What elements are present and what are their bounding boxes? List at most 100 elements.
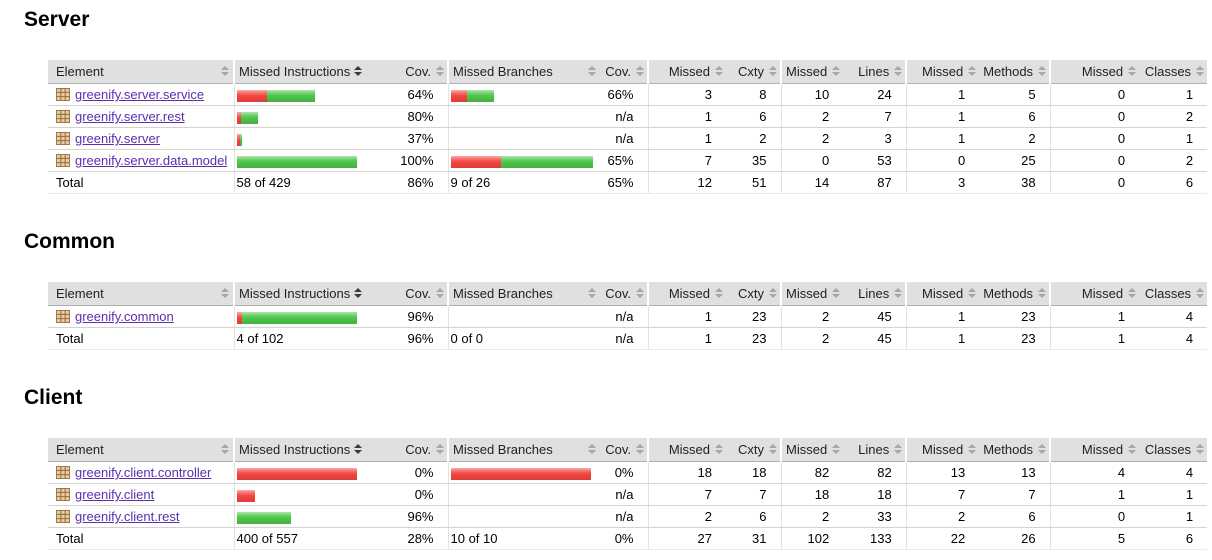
package-link[interactable]: greenify.server.data.model (75, 153, 228, 168)
column-header-missed-classes[interactable]: Missed (1049, 60, 1140, 84)
classes-cell: 4 (1139, 461, 1208, 484)
package-link[interactable]: greenify.server.service (75, 87, 205, 102)
total-missed-classes: 5 (1049, 527, 1140, 550)
missed-methods-cell: 1 (905, 305, 980, 328)
column-header-missed-classes[interactable]: Missed (1049, 282, 1140, 306)
lines-cell: 24 (843, 83, 907, 106)
package-link[interactable]: greenify.client.rest (75, 509, 180, 524)
lines-cell: 82 (843, 461, 907, 484)
total-row: Total 58 of 429 86% 9 of 26 65% 12 51 14… (48, 171, 1208, 194)
branches-bar-cell (447, 83, 600, 106)
column-label: Cov. (405, 441, 431, 457)
column-header-lines[interactable]: Lines (843, 282, 907, 306)
column-header-missed-methods[interactable]: Missed (905, 60, 980, 84)
instructions-bar-cell (233, 483, 366, 506)
missed-classes-cell: 0 (1049, 83, 1140, 106)
sort-icon (894, 66, 903, 76)
column-header-cov-branches[interactable]: Cov. (600, 282, 648, 306)
column-header-methods[interactable]: Methods (979, 438, 1051, 462)
column-label: Missed Instructions (239, 441, 351, 457)
column-header-cxty[interactable]: Cxty (726, 438, 781, 462)
column-header-cov-instructions[interactable]: Cov. (366, 282, 448, 306)
column-header-methods[interactable]: Methods (979, 282, 1051, 306)
total-missed-cxty: 12 (647, 171, 726, 194)
column-header-cov-instructions[interactable]: Cov. (366, 60, 448, 84)
branches-bar-cell (447, 305, 600, 328)
classes-cell: 1 (1139, 505, 1208, 528)
column-header-missed-lines[interactable]: Missed (779, 282, 844, 306)
instructions-cov-cell: 37% (366, 127, 448, 150)
package-link[interactable]: greenify.server (75, 131, 161, 146)
instructions-cov-cell: 64% (366, 83, 448, 106)
classes-cell: 4 (1139, 305, 1208, 328)
lines-cell: 3 (843, 127, 907, 150)
column-header-missed-cxty[interactable]: Missed (647, 60, 726, 84)
column-label: Lines (858, 63, 890, 79)
column-header-missed-cxty[interactable]: Missed (647, 282, 726, 306)
column-header-missed-lines[interactable]: Missed (779, 60, 844, 84)
total-row: Total 4 of 102 96% 0 of 0 n/a 1 23 2 45 … (48, 327, 1208, 350)
classes-cell: 2 (1139, 149, 1208, 172)
column-label: Element (56, 63, 104, 79)
column-label: Classes (1144, 285, 1192, 301)
missed-cxty-cell: 1 (647, 305, 726, 328)
column-header-classes[interactable]: Classes (1139, 60, 1208, 84)
column-header-missed-branches[interactable]: Missed Branches (447, 282, 600, 306)
column-header-classes[interactable]: Classes (1139, 282, 1208, 306)
column-header-missed-instructions[interactable]: Missed Instructions (233, 438, 366, 462)
column-header-missed-instructions[interactable]: Missed Instructions (233, 60, 366, 84)
section-heading-client: Client (24, 386, 83, 409)
sort-icon (769, 288, 777, 298)
column-header-element[interactable]: Element (48, 438, 234, 462)
coverage-table-server: Element Missed Instructions Cov. Missed … (48, 60, 1208, 194)
branches-cov-cell: 65% (600, 149, 648, 172)
column-label: Missed (1081, 63, 1124, 79)
sort-icon (769, 66, 777, 76)
column-label: Cxty (738, 285, 764, 301)
column-header-element[interactable]: Element (48, 282, 234, 306)
column-header-missed-methods[interactable]: Missed (905, 282, 980, 306)
cxty-cell: 23 (726, 305, 781, 328)
missed-classes-cell: 0 (1049, 505, 1140, 528)
package-link[interactable]: greenify.client.controller (75, 465, 212, 480)
sort-icon (769, 444, 777, 454)
sort-icon (1196, 288, 1205, 298)
column-header-lines[interactable]: Lines (843, 60, 907, 84)
column-header-cov-branches[interactable]: Cov. (600, 438, 648, 462)
header-row: Element Missed Instructions Cov. Missed … (48, 60, 1208, 84)
column-header-cov-instructions[interactable]: Cov. (366, 438, 448, 462)
table-row: greenify.client 0% n/a 7 7 18 18 7 7 1 1 (48, 483, 1208, 506)
package-link[interactable]: greenify.client (75, 487, 155, 502)
package-link[interactable]: greenify.server.rest (75, 109, 185, 124)
branches-bar-cell (447, 461, 600, 484)
column-header-missed-instructions[interactable]: Missed Instructions (233, 282, 366, 306)
column-header-classes[interactable]: Classes (1139, 438, 1208, 462)
missed-lines-cell: 2 (780, 127, 844, 150)
column-label: Methods (983, 441, 1034, 457)
column-header-missed-lines[interactable]: Missed (779, 438, 844, 462)
instructions-cov-cell: 96% (366, 505, 448, 528)
methods-cell: 13 (979, 461, 1051, 484)
column-header-missed-branches[interactable]: Missed Branches (447, 60, 600, 84)
lines-cell: 18 (843, 483, 907, 506)
cxty-cell: 6 (726, 105, 781, 128)
column-header-cxty[interactable]: Cxty (726, 282, 781, 306)
column-header-missed-methods[interactable]: Missed (905, 438, 980, 462)
column-header-element[interactable]: Element (48, 60, 234, 84)
column-header-missed-branches[interactable]: Missed Branches (447, 438, 600, 462)
column-header-lines[interactable]: Lines (843, 438, 907, 462)
column-header-missed-cxty[interactable]: Missed (647, 438, 726, 462)
coverage-bar (236, 489, 255, 502)
sort-icon (436, 444, 444, 454)
column-label: Missed Branches (453, 285, 553, 301)
column-header-methods[interactable]: Methods (979, 60, 1051, 84)
table-row: greenify.client.rest 96% n/a 2 6 2 33 2 … (48, 505, 1208, 528)
column-header-cxty[interactable]: Cxty (726, 60, 781, 84)
package-link[interactable]: greenify.common (75, 309, 174, 324)
missed-lines-cell: 10 (780, 83, 844, 106)
sort-icon (636, 444, 644, 454)
column-header-cov-branches[interactable]: Cov. (600, 60, 648, 84)
section-heading-server: Server (24, 8, 90, 31)
instructions-bar-cell (233, 505, 366, 528)
column-header-missed-classes[interactable]: Missed (1049, 438, 1140, 462)
